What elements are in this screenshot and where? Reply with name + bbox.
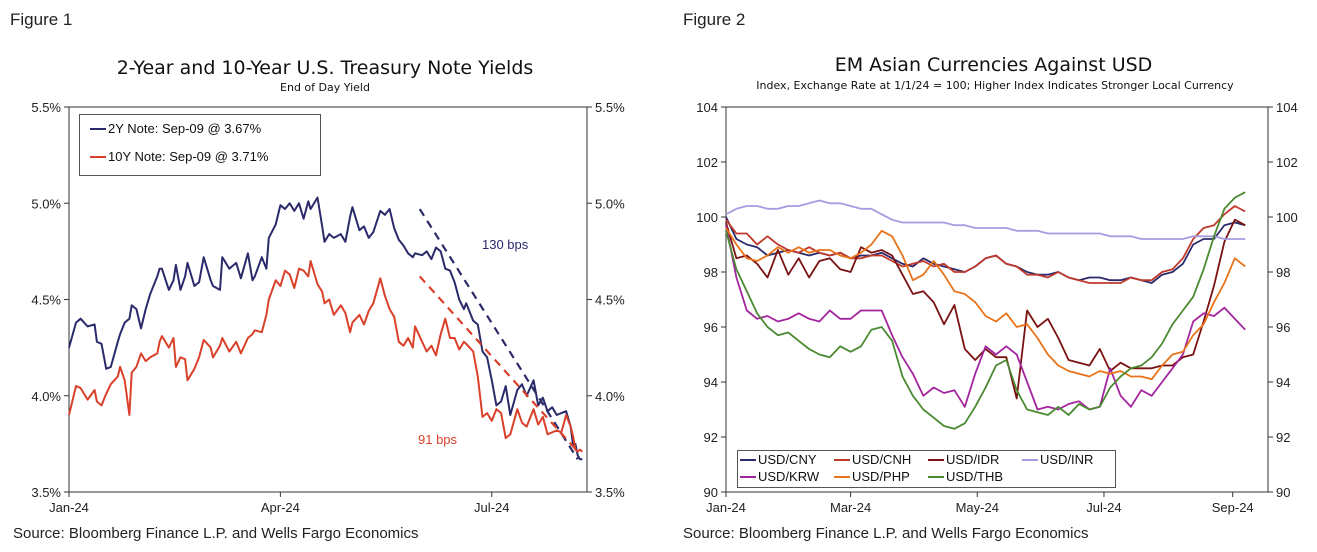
figure-2-source: Source: Bloomberg Finance L.P. and Wells…: [683, 525, 1089, 542]
x-tick-label-sep-24: Sep-24: [1212, 500, 1254, 515]
series-line-usd-php: [725, 227, 1246, 381]
legend-label-usd-php: USD/PHP: [852, 469, 910, 484]
x-tick-label-apr-24: Apr-24: [261, 500, 300, 515]
legend-swatch-2y: [90, 127, 106, 130]
y-tick-label-right-2: 4.5%: [595, 293, 625, 308]
legend-swatch-usd-krw: [740, 475, 756, 478]
legend-swatch-usd-cnh: [834, 458, 850, 461]
y-tick-label-right-0: 90: [1276, 485, 1290, 500]
legend-label-usd-cny: USD/CNY: [758, 452, 817, 467]
legend-item-2y: 2Y Note: Sep-09 @ 3.67%: [90, 121, 261, 136]
y-tick-label-right-1: 92: [1276, 430, 1290, 445]
figure-1-chart: 3.5% 3.5% 4.0% 4.0% 4.5% 4.5% 5.0% 5.0% 5.5% 5.5%…: [31, 100, 625, 515]
legend-item-usd-idr: USD/IDR: [928, 452, 999, 467]
legend-label-usd-inr: USD/INR: [1040, 452, 1094, 467]
legend-label-usd-idr: USD/IDR: [946, 452, 1000, 467]
figure-2-label: Figure 2: [683, 10, 746, 29]
figure-1-panel: Figure 1 2-Year and 10-Year U.S. Treasur…: [10, 10, 625, 542]
y-tick-label-left-3: 5.0%: [31, 196, 61, 211]
annotation-2y-decline: 130 bps: [482, 237, 529, 252]
legend-swatch-usd-thb: [928, 475, 944, 478]
figure-2-subtitle: Index, Exchange Rate at 1/1/24 = 100; Hi…: [756, 79, 1234, 92]
series-line-usd-idr: [725, 218, 1246, 400]
y-tick-label-right-3: 5.0%: [595, 196, 625, 211]
legend-swatch-usd-inr: [1022, 458, 1038, 461]
y-tick-label-right-6: 102: [1276, 155, 1298, 170]
y-tick-label-right-1: 4.0%: [595, 389, 625, 404]
y-tick-label-left-4: 5.5%: [31, 100, 61, 115]
x-tick-label-jan-24: Jan-24: [706, 500, 746, 515]
y-tick-label-left-0: 3.5%: [31, 485, 61, 500]
series-line-usd-thb: [725, 191, 1246, 430]
legend-label-2y: 2Y Note: Sep-09 @ 3.67%: [108, 121, 262, 136]
y-tick-label-left-2: 94: [704, 375, 718, 390]
legend-label-usd-cnh: USD/CNH: [852, 452, 912, 467]
figure-1-legend: 2Y Note: Sep-09 @ 3.67% 10Y Note: Sep-09…: [79, 114, 321, 176]
trend-line-2y-decline: [418, 208, 579, 460]
y-tick-label-right-3: 96: [1276, 320, 1290, 335]
legend-item-usd-cnh: USD/CNH: [834, 452, 911, 467]
y-tick-label-right-4: 98: [1276, 265, 1290, 280]
figure-2-legend: USD/CNY USD/CNH USD/IDR USD/INR USD/KRW …: [737, 450, 1116, 488]
series-line-usd-krw: [725, 225, 1246, 411]
y-tick-label-right-4: 5.5%: [595, 100, 625, 115]
figure-1-label: Figure 1: [10, 10, 73, 29]
trend-line-10y-decline: [418, 275, 579, 453]
legend-item-10y: 10Y Note: Sep-09 @ 3.71%: [90, 149, 268, 164]
legend-item-usd-krw: USD/KRW: [740, 469, 819, 484]
x-tick-label-may-24: May-24: [956, 500, 999, 515]
legend-swatch-usd-php: [834, 475, 850, 478]
y-tick-label-right-0: 3.5%: [595, 485, 625, 500]
figure-1-title: 2-Year and 10-Year U.S. Treasury Note Yi…: [116, 57, 534, 79]
legend-swatch-usd-cny: [740, 458, 756, 461]
y-tick-label-left-3: 96: [704, 320, 718, 335]
y-tick-label-left-5: 100: [696, 210, 718, 225]
x-tick-label-jan-24: Jan-24: [49, 500, 89, 515]
y-tick-label-left-7: 104: [696, 100, 718, 115]
y-tick-label-left-0: 90: [704, 485, 718, 500]
series-line-10y-note: [68, 260, 584, 453]
legend-item-usd-inr: USD/INR: [1022, 452, 1093, 467]
series-line-2y-note: [68, 196, 583, 461]
plot-frame: [725, 106, 1269, 493]
legend-swatch-usd-idr: [928, 458, 944, 461]
annotation-10y-decline: 91 bps: [418, 432, 458, 447]
y-tick-label-left-1: 92: [704, 430, 718, 445]
legend-item-usd-php: USD/PHP: [834, 469, 910, 484]
legend-label-usd-thb: USD/THB: [946, 469, 1004, 484]
legend-item-usd-cny: USD/CNY: [740, 452, 817, 467]
figure-2-title: EM Asian Currencies Against USD: [834, 54, 1153, 76]
y-tick-label-left-2: 4.5%: [31, 293, 61, 308]
x-tick-label-mar-24: Mar-24: [830, 500, 871, 515]
y-tick-label-left-1: 4.0%: [31, 389, 61, 404]
legend-label-usd-krw: USD/KRW: [758, 469, 820, 484]
figure-1-subtitle: End of Day Yield: [280, 81, 370, 94]
legend-swatch-10y: [90, 155, 106, 158]
y-tick-label-right-7: 104: [1276, 100, 1298, 115]
series-line-usd-cnh: [725, 205, 1246, 284]
y-tick-label-right-5: 100: [1276, 210, 1298, 225]
y-tick-label-left-6: 102: [696, 155, 718, 170]
figure-1-source: Source: Bloomberg Finance L.P. and Wells…: [13, 525, 419, 542]
legend-item-usd-thb: USD/THB: [928, 469, 1003, 484]
legend-label-10y: 10Y Note: Sep-09 @ 3.71%: [108, 149, 269, 164]
x-tick-label-jul-24: Jul-24: [1086, 500, 1121, 515]
y-tick-label-right-2: 94: [1276, 375, 1290, 390]
y-tick-label-left-4: 98: [704, 265, 718, 280]
x-tick-label-jul-24: Jul-24: [474, 500, 509, 515]
series-line-usd-inr: [725, 199, 1246, 240]
